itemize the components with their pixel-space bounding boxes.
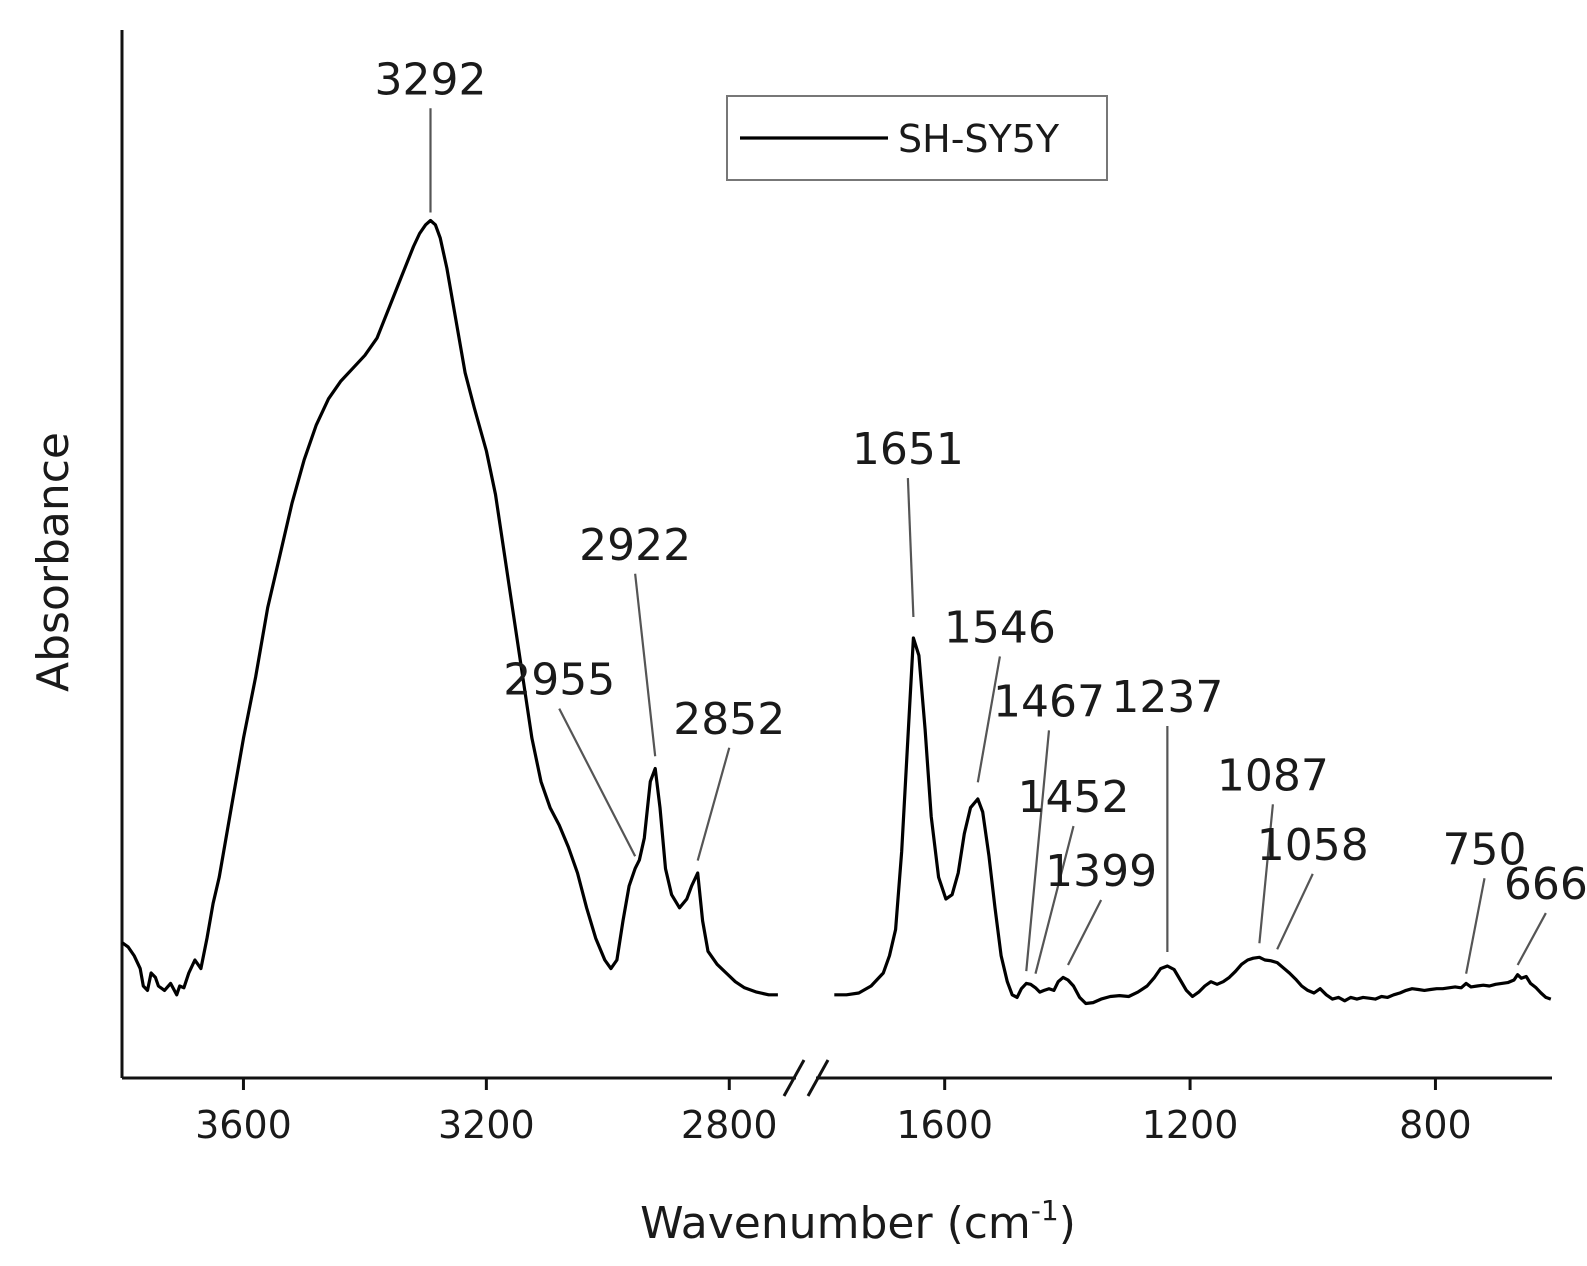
peak-label-1237: 1237 [1111,672,1223,723]
peak-label-1399: 1399 [1045,846,1157,897]
peak-label-3292: 3292 [375,54,487,105]
peak-label-1087: 1087 [1217,750,1329,801]
peak-leader-1651 [906,478,915,618]
peak-label-1546: 1546 [944,602,1056,653]
peak-leader-1546 [976,656,1001,783]
peak-leader-666 [1516,912,1547,966]
series-line-0-segment-1 [834,636,1552,1006]
peak-leader-1087 [1258,804,1274,944]
peak-label-2922: 2922 [579,520,691,571]
x-tick-label: 3600 [195,1103,292,1147]
legend: SH-SY5Y [726,95,1108,181]
series-line-0-segment-0 [121,218,778,997]
legend-label: SH-SY5Y [898,117,1060,161]
axis-break-mark-1 [782,1059,806,1097]
axes [120,30,1552,1097]
peak-label-1651: 1651 [852,424,964,475]
x-axis-title: Wavenumber (cm-1) [640,1194,1076,1249]
x-axis-title-text: Wavenumber (cm [640,1198,1031,1249]
x-tick-label: 800 [1399,1103,1472,1147]
peak-leader-2922 [634,573,657,757]
peak-annotations: 3292 2955 2922 2852 1651 1546 1467 1452 1399 1237… [375,54,1587,974]
x-axis-title-sup: -1 [1031,1194,1059,1227]
peak-leader-1452 [1034,825,1075,974]
peak-label-1467: 1467 [993,676,1105,727]
x-tick-label: 2800 [681,1103,778,1147]
peak-leader-1058 [1276,873,1314,950]
peak-leader-750 [1465,878,1486,974]
peak-leader-2852 [696,747,731,861]
x-axis-title-close: ) [1059,1198,1076,1249]
peak-label-750: 750 [1443,824,1527,875]
x-ticks: 3600 3200 2800 1600 1200 800 [195,1078,1472,1147]
series-layer [121,218,1552,1006]
peak-label-1452: 1452 [1018,772,1130,823]
peak-leader-2955 [558,708,637,857]
peak-label-666: 666 [1504,859,1587,910]
x-tick-label: 1200 [1142,1103,1239,1147]
axis-break-mark-2 [806,1059,830,1097]
x-tick-label: 3200 [438,1103,535,1147]
peak-leader-1399 [1067,899,1103,966]
y-axis-title: Absorbance [28,432,79,692]
peak-label-1058: 1058 [1257,820,1369,871]
peak-label-2852: 2852 [673,694,785,745]
x-tick-label: 1600 [896,1103,993,1147]
peak-label-2955: 2955 [503,655,615,706]
peak-leader-1467 [1025,730,1051,972]
